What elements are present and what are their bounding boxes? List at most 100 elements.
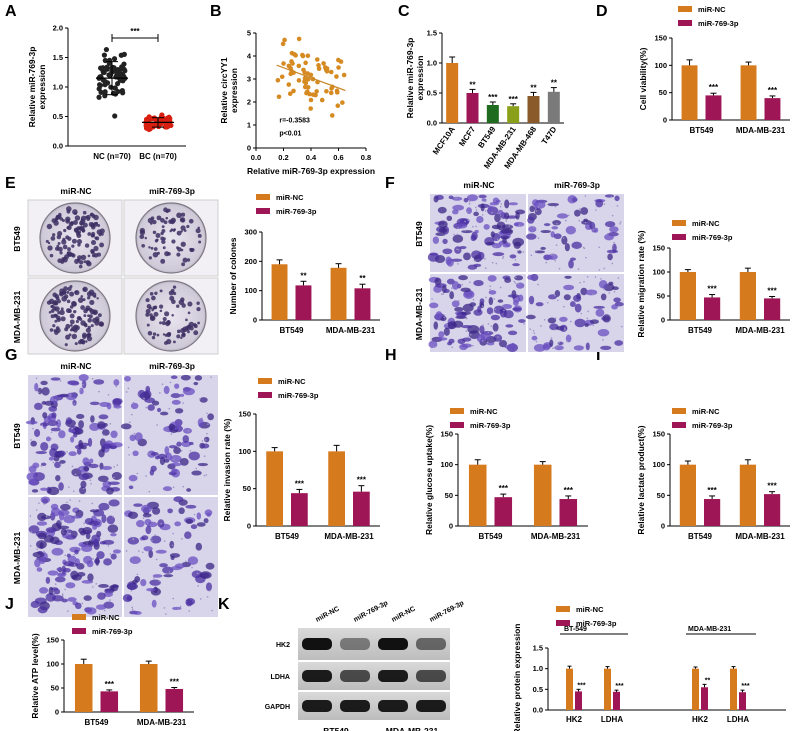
data-point	[152, 115, 158, 122]
membrane-pore	[540, 325, 542, 327]
legend-label-mir: miR-769-3p	[692, 421, 733, 430]
stained-cell	[48, 456, 55, 461]
colony	[78, 264, 83, 269]
stained-cell	[492, 252, 505, 257]
stained-cell	[486, 342, 495, 346]
stained-cell	[183, 427, 193, 434]
membrane-pore	[148, 452, 150, 455]
stained-cell	[429, 302, 439, 309]
y-tick-label: 150	[46, 636, 59, 645]
data-point	[290, 61, 295, 66]
stained-cell	[490, 231, 495, 238]
stained-cell	[34, 402, 43, 411]
stained-cell	[81, 445, 87, 450]
stained-cell	[42, 412, 48, 419]
stained-cell	[76, 428, 83, 433]
membrane-pore	[502, 257, 504, 259]
stained-cell	[106, 515, 115, 525]
colony	[171, 239, 176, 244]
protein-band	[378, 700, 408, 712]
data-point	[340, 100, 345, 105]
colony	[159, 309, 163, 313]
protein-band	[302, 670, 332, 682]
stained-cell	[585, 342, 590, 351]
stained-cell	[542, 343, 551, 351]
membrane-pore	[54, 583, 57, 585]
stained-cell	[604, 233, 614, 241]
stained-cell	[134, 432, 143, 442]
membrane-pore	[159, 392, 161, 394]
stained-cell	[83, 595, 92, 601]
membrane-pore	[611, 262, 614, 265]
y-tick-label: 0	[661, 522, 665, 531]
colony	[69, 328, 73, 332]
data-point	[121, 61, 127, 67]
significance-label: ***	[508, 95, 518, 104]
lane-label: miR-769-3p	[429, 600, 466, 624]
membrane-pore	[561, 343, 564, 346]
panel-label-f: F	[385, 175, 395, 192]
colony	[56, 317, 61, 323]
stained-cell	[130, 402, 139, 410]
stained-cell	[142, 513, 152, 518]
data-point	[303, 60, 308, 66]
colony	[57, 246, 63, 252]
stained-cell	[174, 521, 181, 527]
panel-h-bar: 0 50 100 150 Relative glucose uptake(%) *** BT…	[424, 407, 588, 541]
stained-cell	[443, 327, 450, 336]
stained-cell	[87, 437, 93, 447]
colony	[169, 229, 172, 233]
stained-cell	[97, 421, 106, 429]
colony	[91, 253, 96, 258]
stained-cell	[490, 314, 500, 321]
colony	[96, 252, 102, 257]
bar-mir-769-3p	[704, 297, 721, 320]
stained-cell	[479, 325, 485, 334]
stained-cell	[461, 230, 473, 234]
stained-cell	[63, 561, 75, 567]
data-point	[106, 72, 112, 78]
membrane-pore	[181, 538, 183, 540]
membrane-pore	[98, 390, 100, 393]
stained-cell	[505, 242, 511, 247]
stained-cell	[540, 246, 546, 250]
membrane-pore	[112, 516, 114, 518]
x-category-label: BT549	[689, 126, 714, 135]
membrane-pore	[490, 312, 493, 315]
data-point	[328, 69, 334, 75]
colony	[85, 260, 91, 265]
y-axis-label: expression	[415, 56, 425, 101]
stained-cell	[171, 399, 181, 405]
y-tick-label: 2	[247, 98, 251, 107]
stained-cell	[207, 413, 214, 421]
membrane-pore	[490, 325, 493, 327]
legend-label-nc: miR-NC	[692, 219, 720, 228]
colony	[54, 313, 58, 318]
colony	[70, 324, 73, 327]
membrane-pore	[598, 269, 601, 271]
membrane-pore	[497, 336, 499, 338]
stained-cell	[106, 487, 114, 495]
membrane-pore	[154, 534, 156, 536]
legend-swatch-mir	[258, 392, 272, 398]
membrane-pore	[66, 417, 68, 420]
colony	[77, 243, 81, 247]
colony	[196, 306, 201, 312]
data-point	[336, 57, 341, 63]
stained-cell	[53, 588, 61, 595]
colony	[58, 214, 62, 218]
stained-cell	[53, 455, 60, 462]
colony	[166, 332, 172, 338]
membrane-pore	[554, 328, 556, 331]
data-point	[102, 82, 108, 88]
bar-mir-nc	[566, 668, 573, 710]
image-row-label: MDA-MB-231	[414, 288, 424, 341]
y-axis-label: Number of colones	[228, 237, 238, 314]
panel-label-k: K	[218, 596, 230, 613]
panel-label-e: E	[5, 175, 16, 192]
bar-mir-nc	[533, 464, 552, 526]
data-point	[305, 53, 311, 59]
stained-cell	[167, 508, 173, 514]
stained-cell	[180, 374, 191, 381]
data-point	[308, 106, 313, 111]
